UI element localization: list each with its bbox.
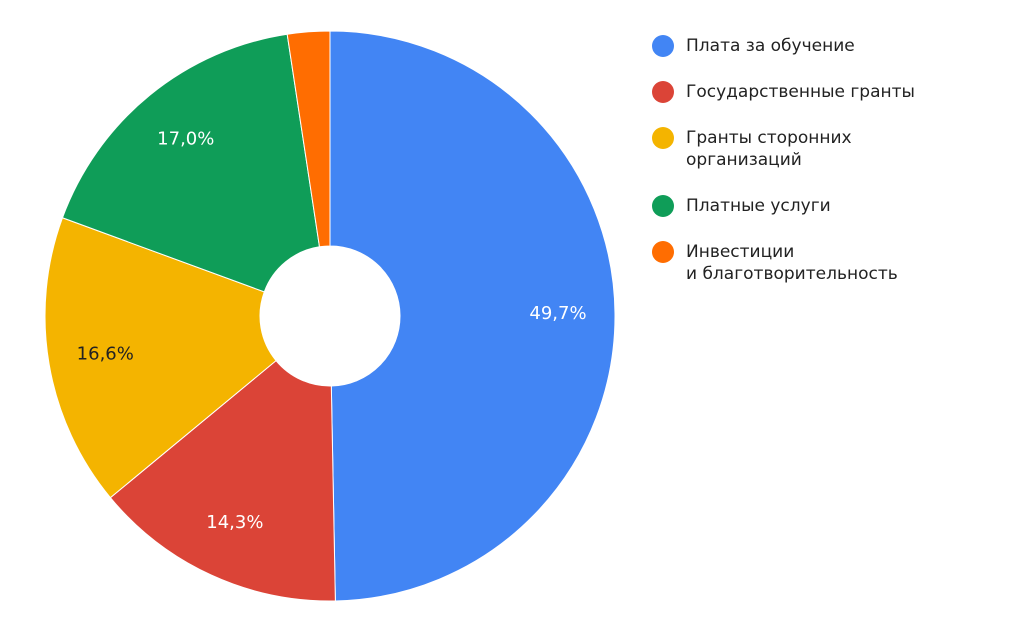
slice <box>286 30 331 248</box>
legend-item: Инвестиции и благотворительность <box>652 241 982 285</box>
legend-label: Гранты сторонних организаций <box>686 128 852 170</box>
legend-item: Гранты сторонних организаций <box>652 127 982 171</box>
legend-item: Государственные гранты <box>652 81 982 103</box>
slice <box>329 30 616 602</box>
value-label: 14,3% <box>206 512 263 533</box>
legend-swatch <box>652 35 674 57</box>
legend-label: Плата за обучение <box>686 36 855 56</box>
legend-label: Государственные гранты <box>686 82 915 102</box>
legend-swatch <box>652 81 674 103</box>
slice <box>61 33 321 293</box>
legend-item: Платные услуги <box>652 195 982 217</box>
value-label: 17,0% <box>157 128 214 149</box>
legend-item: Плата за обучение <box>652 35 982 57</box>
value-label: 49,7% <box>529 303 586 324</box>
legend-label: Инвестиции и благотворительность <box>686 242 898 284</box>
value-label: 16,6% <box>77 343 134 364</box>
legend-swatch <box>652 195 674 217</box>
slice <box>109 359 336 602</box>
legend-swatch <box>652 127 674 149</box>
legend-label: Платные услуги <box>686 196 831 216</box>
slice <box>44 217 277 499</box>
legend: Плата за обучение Государственные гранты Г… <box>652 35 982 309</box>
legend-swatch <box>652 241 674 263</box>
